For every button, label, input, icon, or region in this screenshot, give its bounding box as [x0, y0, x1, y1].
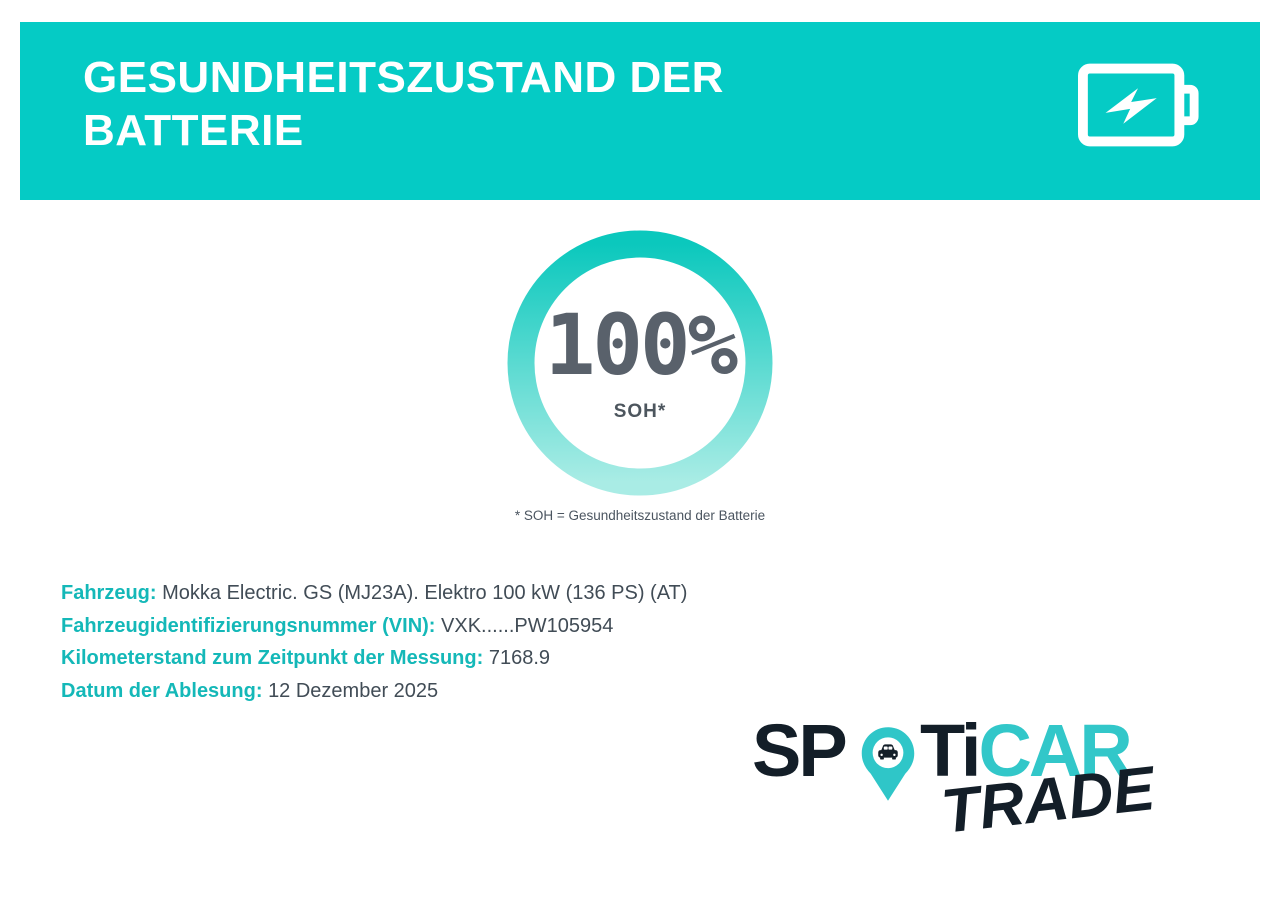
detail-value: 7168.9 [488, 647, 550, 669]
logo-text-car: CAR [978, 709, 1132, 792]
page-title-line1: GESUNDHEITSZUSTAND DER [83, 53, 724, 102]
page-title-line2: BATTERIE [83, 106, 304, 155]
vehicle-details: Fahrzeug: Mokka Electric. GS (MJ23A). El… [61, 577, 687, 707]
detail-label: Datum der Ablesung: [61, 679, 263, 702]
map-pin-car-icon [861, 727, 915, 801]
battery-charging-icon [1078, 63, 1199, 147]
detail-row-reading-date: Datum der Ablesung: 12 Dezember 2025 [61, 675, 687, 708]
header-banner: GESUNDHEITSZUSTAND DER BATTERIE [20, 22, 1260, 200]
detail-label: Kilometerstand zum Zeitpunkt der Messung… [61, 647, 484, 669]
detail-label: Fahrzeugidentifizierungsnummer (VIN): [61, 614, 436, 637]
page-title: GESUNDHEITSZUSTAND DER BATTERIE [83, 51, 724, 157]
detail-row-vin: Fahrzeugidentifizierungsnummer (VIN): VX… [61, 610, 687, 643]
detail-value: 12 Dezember 2025 [268, 679, 439, 702]
soh-value: 100% [544, 296, 738, 394]
detail-row-odometer: Kilometerstand zum Zeitpunkt der Messung… [61, 642, 687, 675]
soh-label: SOH* [613, 401, 667, 422]
detail-value: Mokka Electric. GS (MJ23A). Elektro 100 … [162, 582, 688, 604]
car-glyph [878, 744, 898, 760]
detail-label: Fahrzeug: [61, 582, 157, 604]
detail-value: VXK......PW105954 [441, 614, 614, 637]
spoticar-trade-logo: SP TiCAR TRADE [750, 710, 1190, 870]
soh-footnote: * SOH = Gesundheitszustand der Batterie [514, 508, 766, 523]
soh-gauge: 100% SOH* [506, 229, 774, 497]
logo-text-ti: Ti [920, 709, 981, 792]
logo-text-ticar: TiCAR [920, 714, 1133, 788]
logo-text-sp: SP [752, 709, 848, 792]
soh-ring [507, 230, 773, 496]
detail-row-vehicle: Fahrzeug: Mokka Electric. GS (MJ23A). El… [61, 577, 687, 610]
